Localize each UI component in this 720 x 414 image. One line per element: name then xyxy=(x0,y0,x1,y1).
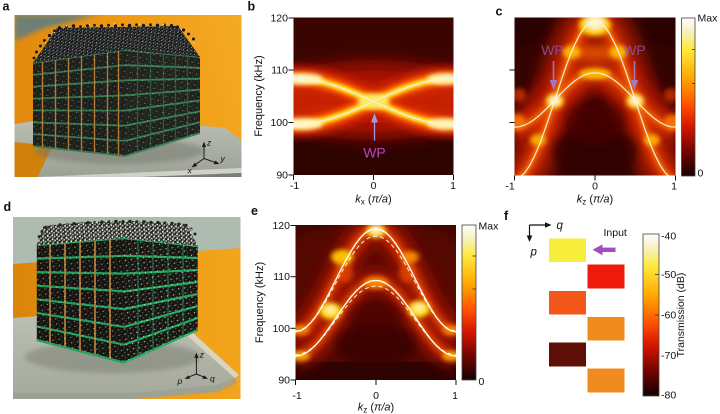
svg-text:120: 120 xyxy=(270,13,288,25)
svg-text:Frequency (kHz): Frequency (kHz) xyxy=(253,55,265,136)
svg-text:Max: Max xyxy=(698,13,719,25)
svg-text:z: z xyxy=(206,138,212,148)
svg-text:WP: WP xyxy=(541,42,564,58)
svg-text:kz (π/a): kz (π/a) xyxy=(358,402,394,414)
svg-text:0: 0 xyxy=(373,390,379,402)
svg-text:p: p xyxy=(530,247,538,259)
svg-text:p: p xyxy=(177,376,183,386)
svg-text:-80: -80 xyxy=(661,390,676,402)
svg-text:WP: WP xyxy=(623,42,646,58)
svg-text:Frequency (kHz): Frequency (kHz) xyxy=(254,262,266,343)
svg-text:d: d xyxy=(4,200,12,214)
svg-text:a: a xyxy=(3,0,11,14)
svg-text:-50: -50 xyxy=(661,269,676,281)
svg-text:-70: -70 xyxy=(661,350,676,362)
svg-text:x: x xyxy=(187,166,193,176)
svg-text:1: 1 xyxy=(450,180,456,192)
svg-text:0: 0 xyxy=(698,168,704,180)
svg-text:1: 1 xyxy=(452,390,458,402)
svg-text:c: c xyxy=(496,5,503,19)
svg-text:b: b xyxy=(248,0,256,14)
svg-text:-60: -60 xyxy=(661,310,676,322)
svg-text:1: 1 xyxy=(671,181,677,193)
svg-text:WP: WP xyxy=(363,145,386,161)
svg-text:f: f xyxy=(504,209,509,223)
svg-text:e: e xyxy=(251,204,258,218)
svg-text:100: 100 xyxy=(272,323,290,335)
svg-text:90: 90 xyxy=(278,375,290,387)
svg-text:-1: -1 xyxy=(290,180,299,192)
svg-text:100: 100 xyxy=(270,117,288,129)
svg-text:0: 0 xyxy=(592,181,598,193)
svg-text:Transmission (dB): Transmission (dB) xyxy=(675,273,687,358)
svg-text:z: z xyxy=(199,350,205,360)
svg-text:110: 110 xyxy=(273,271,290,283)
svg-text:-1: -1 xyxy=(292,390,301,402)
svg-text:-1: -1 xyxy=(505,181,514,193)
svg-text:q: q xyxy=(557,220,564,232)
svg-text:110: 110 xyxy=(271,65,288,77)
svg-text:Max: Max xyxy=(479,221,500,233)
svg-text:q: q xyxy=(210,374,215,384)
svg-text:-40: -40 xyxy=(661,231,676,243)
svg-text:y: y xyxy=(220,154,226,164)
svg-text:0: 0 xyxy=(371,180,377,192)
svg-text:120: 120 xyxy=(272,220,290,232)
svg-text:kx (π/a): kx (π/a) xyxy=(355,194,391,207)
svg-text:Input: Input xyxy=(604,227,627,239)
svg-text:90: 90 xyxy=(276,170,288,182)
svg-text:0: 0 xyxy=(479,376,485,388)
svg-text:kz (π/a): kz (π/a) xyxy=(577,194,613,207)
